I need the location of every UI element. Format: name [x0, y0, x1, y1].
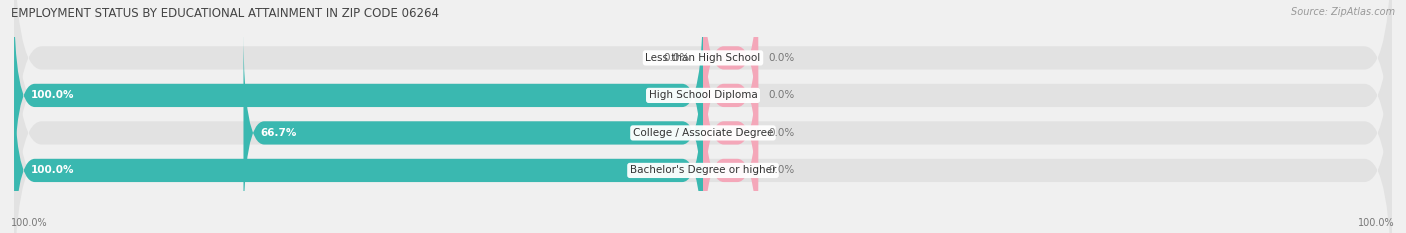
Text: 66.7%: 66.7%	[260, 128, 297, 138]
Text: EMPLOYMENT STATUS BY EDUCATIONAL ATTAINMENT IN ZIP CODE 06264: EMPLOYMENT STATUS BY EDUCATIONAL ATTAINM…	[11, 7, 439, 20]
Text: High School Diploma: High School Diploma	[648, 90, 758, 100]
FancyBboxPatch shape	[14, 0, 703, 196]
Text: College / Associate Degree: College / Associate Degree	[633, 128, 773, 138]
FancyBboxPatch shape	[14, 0, 1392, 233]
Text: 100.0%: 100.0%	[11, 218, 48, 228]
Text: 0.0%: 0.0%	[664, 53, 689, 63]
Text: Less than High School: Less than High School	[645, 53, 761, 63]
FancyBboxPatch shape	[14, 0, 1392, 196]
Text: 100.0%: 100.0%	[31, 165, 75, 175]
FancyBboxPatch shape	[703, 0, 758, 159]
Text: 0.0%: 0.0%	[769, 90, 794, 100]
Text: 0.0%: 0.0%	[769, 165, 794, 175]
Text: Source: ZipAtlas.com: Source: ZipAtlas.com	[1291, 7, 1395, 17]
FancyBboxPatch shape	[243, 32, 703, 233]
FancyBboxPatch shape	[14, 69, 703, 233]
FancyBboxPatch shape	[14, 0, 1392, 233]
FancyBboxPatch shape	[703, 32, 758, 233]
FancyBboxPatch shape	[703, 69, 758, 233]
Text: 100.0%: 100.0%	[31, 90, 75, 100]
Text: 100.0%: 100.0%	[1358, 218, 1395, 228]
Text: Bachelor's Degree or higher: Bachelor's Degree or higher	[630, 165, 776, 175]
FancyBboxPatch shape	[703, 0, 758, 196]
Text: 0.0%: 0.0%	[769, 128, 794, 138]
Text: 0.0%: 0.0%	[769, 53, 794, 63]
FancyBboxPatch shape	[14, 32, 1392, 233]
